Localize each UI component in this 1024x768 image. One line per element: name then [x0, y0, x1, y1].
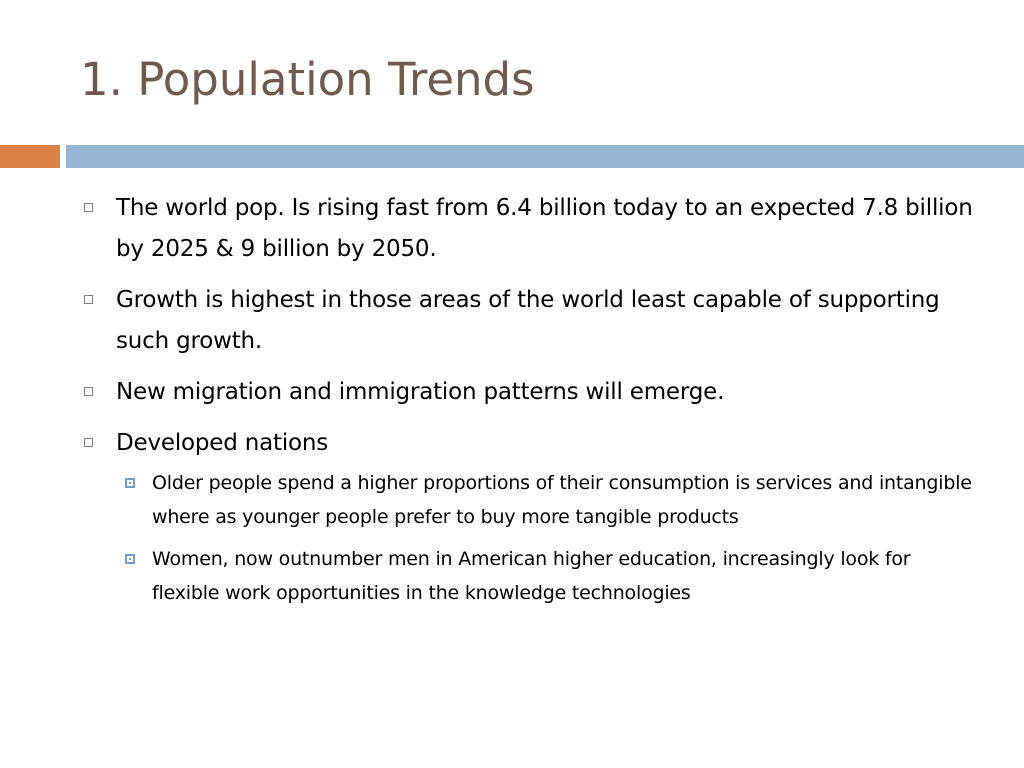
- bullet-item: Developed nations Older people spend a h…: [80, 423, 980, 610]
- framed-square-icon: [125, 554, 135, 564]
- sub-bullet-text: Women, now outnumber men in American hig…: [152, 548, 911, 604]
- slide-title: 1. Population Trends: [80, 53, 535, 106]
- sub-bullet-item: Older people spend a higher proportions …: [116, 466, 980, 534]
- bullet-item: New migration and immigration patterns w…: [80, 372, 980, 413]
- bullet-list: The world pop. Is rising fast from 6.4 b…: [80, 188, 980, 620]
- sub-bullet-list: Older people spend a higher proportions …: [116, 466, 980, 610]
- bullet-text: New migration and immigration patterns w…: [116, 379, 725, 405]
- bullet-text: Growth is highest in those areas of the …: [116, 287, 940, 354]
- bullet-text: Developed nations: [116, 430, 329, 456]
- title-accent-bar: [0, 145, 60, 168]
- hollow-square-icon: [84, 387, 93, 396]
- hollow-square-icon: [84, 438, 93, 447]
- bullet-item: The world pop. Is rising fast from 6.4 b…: [80, 188, 980, 270]
- framed-square-icon: [125, 478, 135, 488]
- bullet-item: Growth is highest in those areas of the …: [80, 280, 980, 362]
- sub-bullet-item: Women, now outnumber men in American hig…: [116, 542, 980, 610]
- hollow-square-icon: [84, 295, 93, 304]
- sub-bullet-text: Older people spend a higher proportions …: [152, 472, 972, 528]
- bullet-text: The world pop. Is rising fast from 6.4 b…: [116, 195, 973, 262]
- title-divider-bar: [66, 145, 1024, 168]
- hollow-square-icon: [84, 203, 93, 212]
